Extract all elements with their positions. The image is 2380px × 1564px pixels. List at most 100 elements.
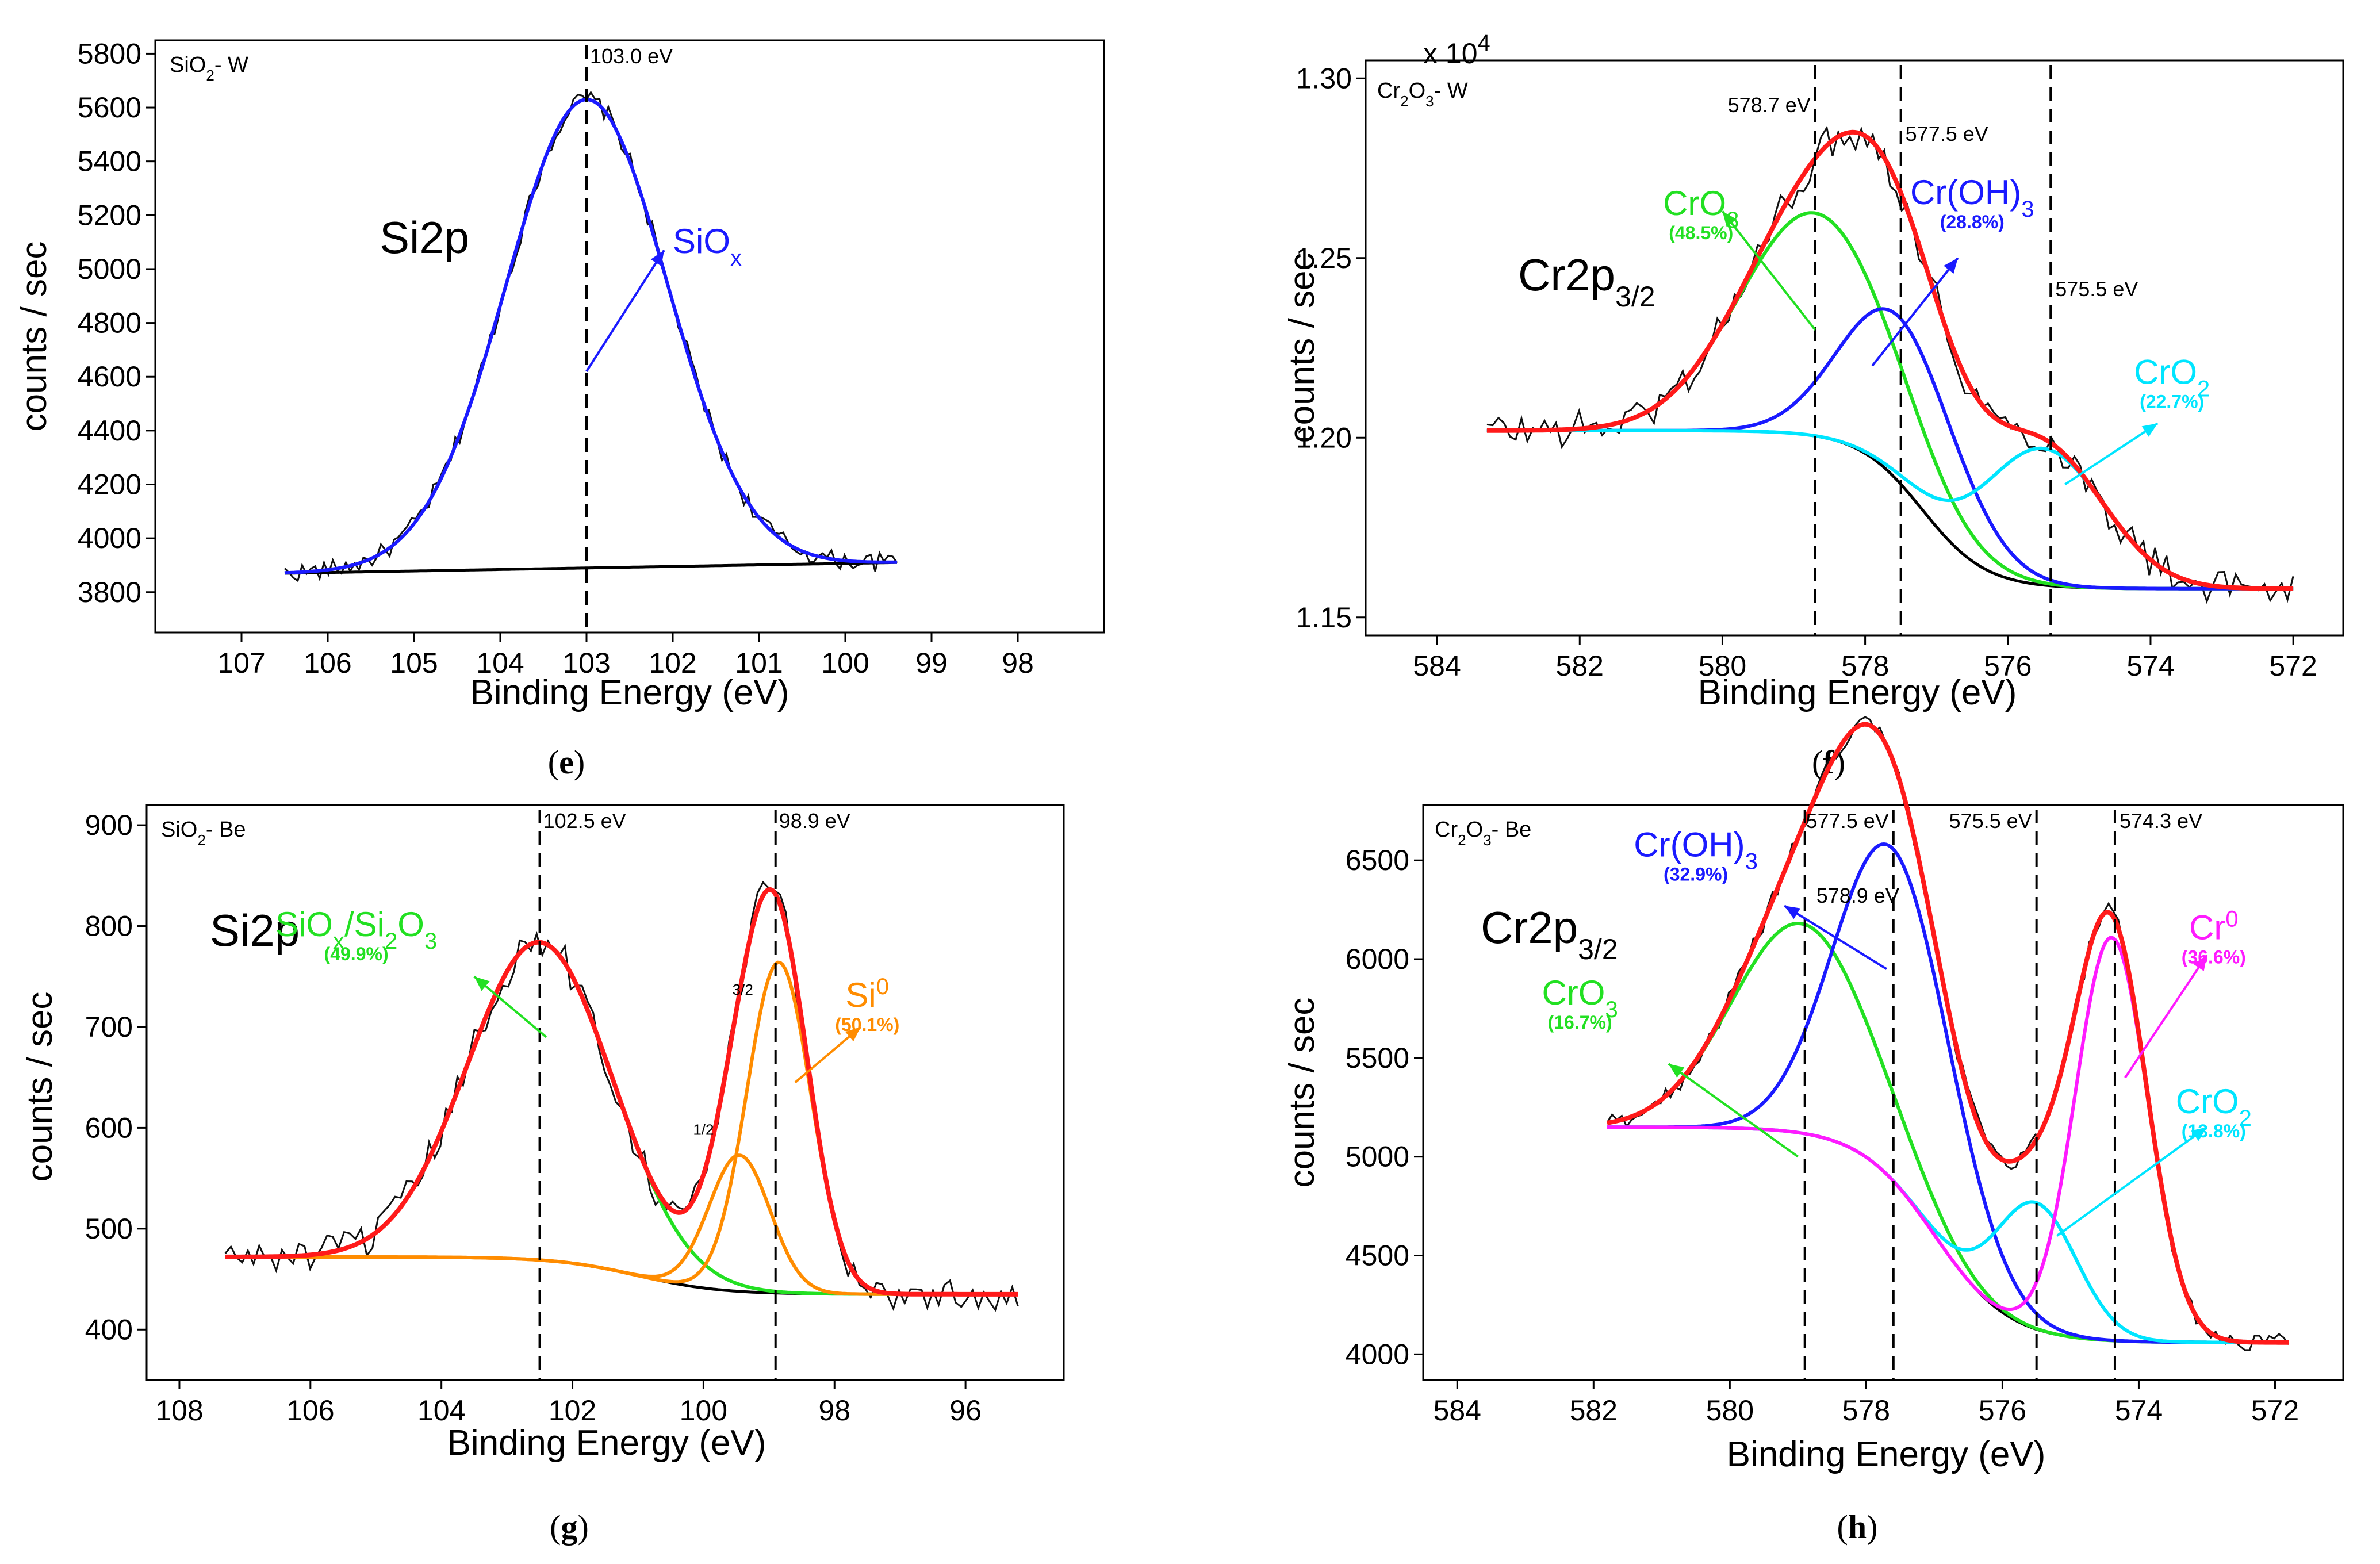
component-annotation: CrO3(16.7%)	[1542, 973, 1799, 1158]
x-tick-label: 574	[2126, 650, 2174, 682]
component-annotation: SiOx	[585, 222, 742, 372]
spin-orbit-label: 1/2	[693, 1121, 714, 1138]
component-line	[225, 960, 1018, 1296]
plot-frame	[145, 804, 1065, 1381]
x-tick-label: 96	[949, 1394, 982, 1427]
annotation-arrowhead	[2141, 423, 2158, 437]
component-annotation: CrO2(22.7%)	[2064, 353, 2210, 486]
envelope-line	[225, 887, 1018, 1297]
component-label: SiOx	[673, 222, 742, 271]
x-tick-label: 102	[549, 1394, 596, 1427]
subfigure-label: (e)	[548, 743, 585, 781]
component-annotation: Si0(50.1%)	[794, 974, 899, 1083]
peak-position-label: 575.5 eV	[2055, 277, 2138, 301]
x-tick-label: 584	[1434, 1394, 1481, 1427]
component-percentage: (13.8%)	[2182, 1121, 2246, 1141]
envelope-line	[1486, 129, 2294, 591]
x-tick-label: 580	[1706, 1394, 1754, 1427]
x-tick-label: 100	[680, 1394, 727, 1427]
component-label: SiOx/Si2O3	[275, 905, 437, 954]
peak-title: Si2p	[380, 212, 469, 263]
spin-orbit-label: 3/2	[733, 981, 753, 998]
y-tick-label: 4800	[78, 307, 141, 339]
y-tick-label: 4600	[78, 361, 141, 393]
y-tick-label: 1.25	[1296, 242, 1352, 274]
annotation-arrow	[2124, 954, 2208, 1079]
x-tick-label: 582	[1556, 650, 1604, 682]
peak-position-label: 577.5 eV	[1806, 809, 1889, 833]
y-tick-label: 4200	[78, 469, 141, 501]
component-label: Si0	[845, 974, 889, 1014]
annotation-arrowhead	[2191, 1127, 2207, 1141]
y-tick-label: 4000	[1346, 1338, 1409, 1370]
background-line	[284, 561, 897, 575]
sample-label: Cr2O3- W	[1377, 79, 1468, 110]
y-tick-label: 3800	[78, 576, 141, 608]
component-percentage: (50.1%)	[835, 1014, 899, 1035]
component-annotation: Cr(OH)3(32.9%)	[1634, 825, 1887, 970]
sample-label: SiO2- W	[170, 53, 248, 84]
x-tick-label: 572	[2269, 650, 2317, 682]
x-tick-label: 104	[417, 1394, 465, 1427]
x-tick-label: 98	[1002, 647, 1034, 679]
y-tick-label: 4400	[78, 415, 141, 447]
component-annotation: Cr0(36.6%)	[2124, 907, 2246, 1079]
y-tick-label: 5500	[1346, 1042, 1409, 1074]
x-tick-label: 108	[155, 1394, 203, 1427]
x-tick-label: 578	[1842, 1394, 1890, 1427]
y-tick-label: 500	[85, 1213, 133, 1245]
panel-g: counts / sec Binding Energy (eV) (g) SiO…	[20, 804, 1065, 1546]
x-axis-label: Binding Energy (eV)	[447, 1423, 766, 1463]
y-tick-label: 1.20	[1296, 421, 1352, 454]
peak-title: Si2p	[210, 905, 300, 956]
peak-title: Cr2p3/2	[1481, 902, 1618, 965]
subfigure-label: (h)	[1837, 1508, 1878, 1546]
component-annotation: SiOx/Si2O3(49.9%)	[275, 905, 547, 1038]
x-tick-label: 106	[286, 1394, 334, 1427]
x-tick-label: 572	[2251, 1394, 2299, 1427]
panel-f: counts / sec Binding Energy (eV) (f) x 1…	[1282, 30, 2344, 781]
y-tick-label: 700	[85, 1011, 133, 1043]
component-line	[225, 940, 1018, 1296]
annotation-arrow	[473, 975, 547, 1038]
sample-label: Cr2O3- Be	[1435, 818, 1531, 849]
component-line	[1486, 428, 2294, 591]
component-line	[284, 98, 897, 575]
annotation-arrow	[585, 250, 665, 372]
x-tick-label: 98	[818, 1394, 850, 1427]
annotation-arrow	[2056, 1126, 2208, 1237]
x-tick-label: 105	[390, 647, 438, 679]
y-tick-label: 5800	[78, 37, 141, 70]
y-tick-label: 5200	[78, 199, 141, 231]
y-tick-label: 5400	[78, 145, 141, 178]
annotation-arrowhead	[2193, 955, 2207, 971]
annotation-arrow	[2064, 422, 2159, 486]
x-tick-label: 574	[2115, 1394, 2163, 1427]
y-tick-label: 5000	[1346, 1141, 1409, 1173]
x-tick-label: 582	[1570, 1394, 1618, 1427]
peak-position-label: 103.0 eV	[590, 44, 673, 68]
x-tick-label: 578	[1841, 650, 1889, 682]
component-label: CrO3	[1542, 973, 1618, 1022]
component-line	[1486, 307, 2294, 591]
x-tick-label: 100	[821, 647, 869, 679]
annotation-arrow	[1784, 904, 1887, 970]
component-label: CrO3	[1663, 184, 1739, 233]
y-tick-label: 4000	[78, 522, 141, 554]
x-tick-label: 576	[1979, 1394, 2026, 1427]
peak-title: Cr2p3/2	[1518, 250, 1655, 313]
peak-position-label: 102.5 eV	[543, 809, 626, 833]
raw-data-line	[283, 90, 898, 582]
y-tick-label: 400	[85, 1313, 133, 1346]
subfigure-label: (g)	[550, 1508, 589, 1546]
y-axis-label: counts / sec	[20, 992, 60, 1182]
plot-frame	[1365, 59, 2344, 637]
peak-position-label: 577.5 eV	[1906, 122, 1988, 145]
component-label: CrO2	[2176, 1082, 2252, 1131]
component-percentage: (16.7%)	[1548, 1012, 1612, 1033]
peak-position-label: 575.5 eV	[1949, 809, 2032, 833]
annotation-arrowhead	[650, 250, 664, 267]
background-line	[1486, 429, 2294, 591]
peak-position-label: 578.9 eV	[1816, 884, 1899, 907]
